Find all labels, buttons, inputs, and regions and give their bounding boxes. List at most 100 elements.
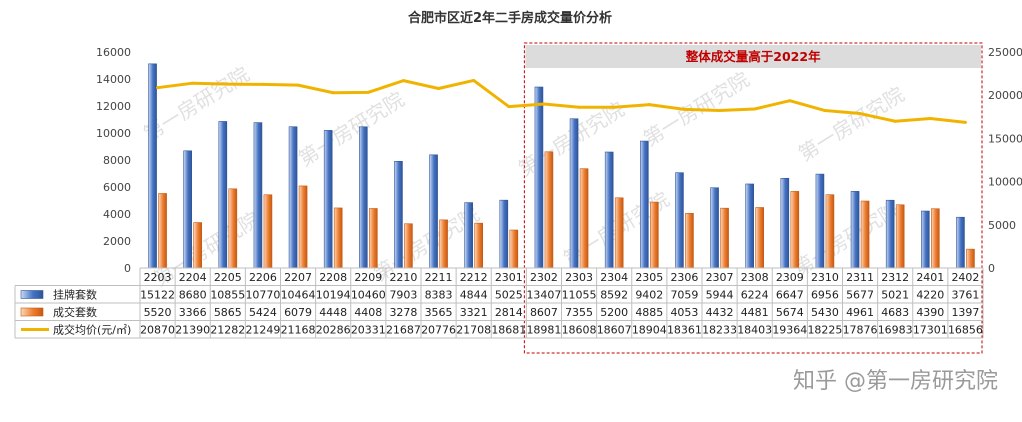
deal-bar — [755, 207, 764, 269]
category-label: 2210 — [389, 271, 417, 284]
right-axis-tick-label: 25000 — [988, 46, 1022, 59]
table-cell: 4220 — [916, 289, 944, 302]
legend-swatch — [20, 307, 44, 317]
left-axis-tick-label: 12000 — [96, 100, 131, 113]
listing-bar — [956, 216, 965, 269]
table-cell: 6224 — [741, 289, 769, 302]
avg-price-point — [858, 112, 862, 116]
avg-price-point — [612, 105, 616, 109]
table-cell: 4408 — [354, 306, 382, 319]
table-cell: 8592 — [600, 289, 628, 302]
avg-price-point — [647, 103, 651, 107]
deal-bar — [966, 248, 975, 269]
deal-bar — [369, 208, 378, 269]
table-cell: 17301 — [913, 324, 948, 337]
category-label: 2301 — [495, 271, 523, 284]
table-cell: 19364 — [772, 324, 807, 337]
table-cell: 16983 — [878, 324, 913, 337]
table-cell: 16856 — [948, 324, 983, 337]
table-cell: 15122 — [140, 289, 175, 302]
legend-label: 成交均价(元/㎡) — [53, 323, 131, 337]
table-cell: 18403 — [737, 324, 772, 337]
table-cell: 4481 — [741, 306, 769, 319]
category-label: 2207 — [284, 271, 312, 284]
right-axis-tick-label: 5000 — [988, 219, 1016, 232]
table-cell: 21708 — [456, 324, 491, 337]
category-label: 2304 — [600, 271, 628, 284]
table-cell: 5025 — [495, 289, 523, 302]
deal-bar — [228, 188, 238, 269]
avg-price-point — [682, 107, 686, 111]
right-axis-tick-label: 15000 — [988, 132, 1022, 145]
table-cell: 20331 — [351, 324, 386, 337]
table-cell: 18361 — [667, 324, 702, 337]
avg-price-point — [893, 119, 897, 123]
avg-price-point — [156, 86, 160, 90]
category-label: 2305 — [635, 271, 663, 284]
deal-bar — [790, 191, 800, 269]
category-label: 2402 — [951, 271, 979, 284]
table-cell: 3278 — [389, 306, 417, 319]
deal-bar — [509, 229, 519, 269]
table-cell: 7355 — [565, 306, 593, 319]
deal-bar — [474, 222, 483, 269]
listing-bar — [464, 202, 473, 269]
listing-bar — [288, 126, 298, 269]
right-axis-tick-label: 10000 — [988, 176, 1022, 189]
avg-price-point — [226, 82, 230, 86]
table-cell: 8680 — [179, 289, 207, 302]
table-cell: 5677 — [846, 289, 874, 302]
listing-bar — [640, 140, 649, 269]
table-cell: 8383 — [425, 289, 453, 302]
table-cell: 5865 — [214, 306, 242, 319]
deal-bar — [579, 168, 589, 269]
deal-bar — [158, 193, 167, 269]
table-cell: 4053 — [670, 306, 698, 319]
category-label: 2306 — [670, 271, 698, 284]
category-label: 2206 — [249, 271, 277, 284]
left-axis-tick-label: 10000 — [96, 127, 131, 140]
table-cell: 4432 — [706, 306, 734, 319]
table-cell: 4844 — [460, 289, 488, 302]
annotation-banner — [525, 45, 981, 68]
avg-price-point — [261, 82, 265, 86]
left-axis-tick-label: 16000 — [96, 46, 131, 59]
annotation-region: 整体成交量高于2022年 — [523, 42, 983, 354]
listing-bar — [323, 130, 333, 269]
table-cell: 7903 — [389, 289, 417, 302]
avg-price-point — [753, 107, 757, 111]
table-cell: 4448 — [319, 306, 347, 319]
category-label: 2204 — [179, 271, 207, 284]
avg-price-point — [507, 105, 511, 109]
table-cell: 10194 — [316, 289, 351, 302]
avg-price-point — [788, 99, 792, 103]
table-cell: 10770 — [245, 289, 280, 302]
listing-bar — [183, 150, 192, 269]
listing-bar — [499, 199, 509, 269]
table-cell: 20286 — [316, 324, 351, 337]
listing-bar — [710, 187, 719, 269]
listing-bar — [850, 191, 860, 269]
table-cell: 10460 — [351, 289, 386, 302]
table-cell: 20870 — [140, 324, 175, 337]
watermark-text: 第一房研究院 — [794, 82, 908, 166]
avg-price-point — [928, 117, 932, 121]
watermark-text: 第一房研究院 — [294, 87, 408, 171]
left-axis-tick-label: 0 — [124, 262, 131, 275]
listing-bar — [745, 183, 754, 269]
table-cell: 5021 — [881, 289, 909, 302]
listing-bar — [253, 122, 263, 269]
avg-price-point — [296, 83, 300, 87]
table-cell: 17876 — [843, 324, 878, 337]
table-cell: 10464 — [281, 289, 316, 302]
deal-bar — [333, 207, 343, 269]
category-label: 2211 — [425, 271, 453, 284]
listing-bar — [675, 172, 684, 269]
data-table: 2203 2204 2205 2206 2207 2208 2209 2210 2211 2212… — [14, 267, 984, 339]
listing-bar — [218, 121, 228, 269]
category-label: 2205 — [214, 271, 242, 284]
listing-bar — [394, 161, 403, 269]
table-cell: 6079 — [284, 306, 312, 319]
avg-price-point — [577, 105, 581, 109]
